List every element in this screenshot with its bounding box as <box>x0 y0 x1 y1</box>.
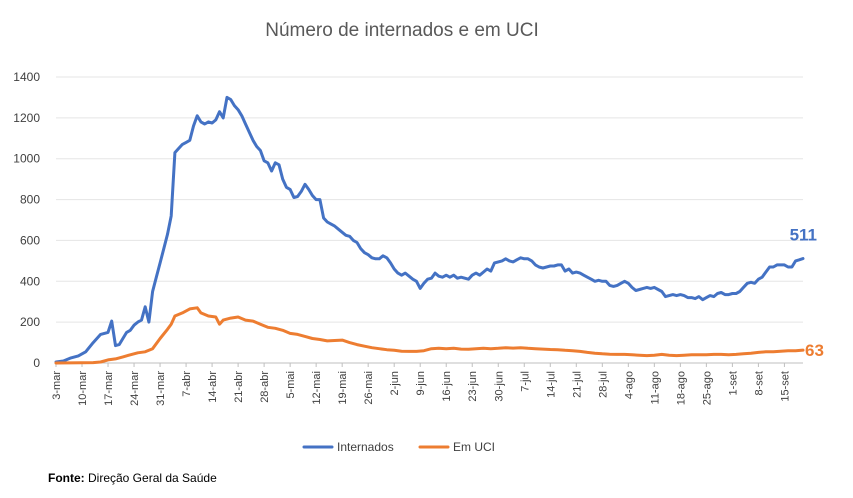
x-tick-label: 8-set <box>753 371 765 395</box>
x-tick-label: 28-jul <box>597 371 609 398</box>
grid <box>56 76 803 364</box>
legend: Internados Em UCI <box>302 440 495 454</box>
y-tick-label: 1200 <box>13 111 40 125</box>
chart-title: Número de internados e em UCI <box>265 20 539 41</box>
end-label-em-uci: 63 <box>805 341 824 360</box>
y-tick-label: 800 <box>20 193 40 207</box>
y-tick-label: 200 <box>20 315 40 329</box>
x-tick-label: 23-jun <box>467 371 479 402</box>
x-tick-label: 7-abr <box>181 371 193 397</box>
x-tick-label: 14-jul <box>545 371 557 398</box>
x-tick-label: 21-jul <box>571 371 583 398</box>
x-tick-label: 11-ago <box>649 371 661 404</box>
end-label-internados: 511 <box>790 226 817 245</box>
x-tick-label: 21-abr <box>233 371 245 403</box>
x-tick-label: 1-set <box>727 371 739 395</box>
x-axis: 3-mar 10-mar 17-mar 24-mar 31-mar 7-abr 14-abr… <box>51 363 791 406</box>
x-tick-label: 12-mai <box>311 371 323 405</box>
y-tick-label: 0 <box>33 356 40 370</box>
series-line-internados <box>54 95 805 364</box>
source-label: Fonte: <box>48 471 85 485</box>
y-tick-label: 1400 <box>13 70 40 84</box>
source-note: Fonte: Direção Geral da Saúde <box>48 471 217 485</box>
x-tick-label: 5-mai <box>285 371 297 399</box>
x-tick-label: 28-abr <box>259 371 271 403</box>
x-tick-label: 31-mar <box>155 371 167 406</box>
y-axis: 0 200 400 600 800 1000 1200 1400 <box>13 70 40 370</box>
x-tick-label: 25-ago <box>701 371 713 405</box>
legend-label-internados: Internados <box>337 440 394 454</box>
x-tick-label: 24-mar <box>129 371 141 406</box>
series-lines <box>54 95 805 365</box>
y-tick-label: 1000 <box>13 152 40 166</box>
series-line-em-uci <box>54 306 805 365</box>
x-tick-label: 2-jun <box>389 371 401 395</box>
x-tick-label: 15-set <box>779 371 791 402</box>
legend-label-em-uci: Em UCI <box>453 440 495 454</box>
y-tick-label: 400 <box>20 274 40 288</box>
x-tick-label: 18-ago <box>675 371 687 405</box>
x-tick-label: 4-ago <box>623 371 635 399</box>
y-tick-label: 600 <box>20 233 40 247</box>
x-tick-label: 19-mai <box>337 371 349 405</box>
x-tick-label: 16-jun <box>441 371 453 402</box>
source-text: Direção Geral da Saúde <box>88 471 217 485</box>
end-labels: 511 63 <box>790 226 824 361</box>
x-tick-label: 30-jun <box>493 371 505 402</box>
x-tick-label: 14-abr <box>207 371 219 403</box>
x-tick-label: 17-mar <box>103 371 115 406</box>
x-tick-label: 7-jul <box>519 371 531 392</box>
x-tick-label: 9-jun <box>415 371 427 395</box>
x-tick-label: 10-mar <box>77 371 89 406</box>
x-tick-label: 26-mai <box>363 371 375 405</box>
x-tick-label: 3-mar <box>51 371 63 400</box>
